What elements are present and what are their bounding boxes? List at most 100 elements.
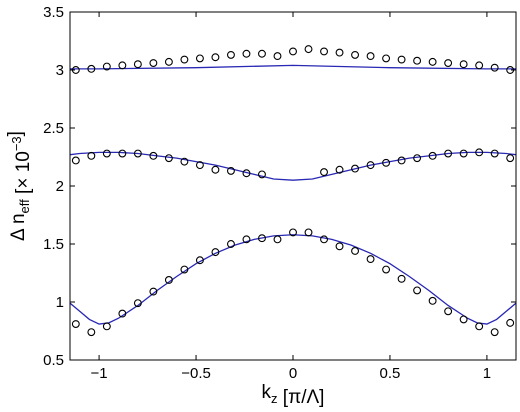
data-point [382, 265, 391, 274]
data-point [475, 148, 484, 157]
y-tick-label: 2 [56, 178, 64, 195]
data-point [242, 169, 251, 178]
data-point [475, 61, 484, 70]
x-tick-label: 0 [289, 365, 297, 382]
data-point [133, 149, 142, 158]
data-point [428, 151, 437, 160]
data-point [366, 161, 375, 170]
data-point [273, 52, 282, 61]
data-point [87, 151, 96, 160]
data-point [180, 265, 189, 274]
data-point [118, 149, 127, 158]
data-point [366, 255, 375, 264]
data-point [242, 235, 251, 244]
plot-area [70, 45, 516, 337]
data-point [428, 57, 437, 66]
data-point [444, 149, 453, 158]
y-tick-label: 0.5 [43, 352, 64, 369]
data-point [87, 328, 96, 337]
data-point [118, 61, 127, 70]
data-point [227, 166, 235, 175]
data-point [506, 154, 515, 163]
data-point [133, 299, 142, 308]
data-point [164, 276, 173, 284]
data-point [351, 164, 359, 173]
x-tick-label: 0.5 [380, 365, 401, 382]
data-point [351, 50, 359, 59]
data-point [102, 322, 111, 331]
theory-curve-3 [70, 64, 516, 70]
data-point [320, 168, 328, 177]
x-tick-label: −0.5 [181, 365, 211, 382]
data-point [382, 158, 391, 167]
data-point [444, 59, 453, 67]
data-point [149, 151, 158, 160]
data-point [382, 54, 391, 63]
x-tick-label: 1 [483, 365, 491, 382]
data-point [273, 235, 282, 244]
data-point [289, 228, 297, 237]
x-axis-label: kz [π/Λ] [262, 382, 325, 408]
y-tick-label: 2.5 [43, 120, 64, 137]
data-point [149, 59, 158, 67]
data-point [397, 274, 406, 283]
data-point [102, 62, 111, 71]
data-point [320, 235, 328, 244]
data-point [227, 240, 235, 248]
data-point [258, 170, 266, 179]
data-point [164, 154, 173, 163]
data-point [490, 149, 499, 158]
data-point [102, 149, 111, 158]
data-point [164, 57, 173, 66]
data-point [211, 165, 220, 174]
data-point [397, 55, 406, 64]
data-point [195, 161, 204, 170]
axes: −1 −0.5 0 0.5 1 0.5 1 1.5 2 2.5 3 3.5 [43, 4, 516, 382]
data-point [304, 45, 313, 54]
data-point [320, 47, 328, 56]
data-point [258, 49, 266, 58]
data-point [490, 63, 499, 72]
y-tick-label: 3 [56, 62, 64, 79]
theory-curve-5 [70, 234, 516, 325]
data-point [195, 256, 204, 265]
data-point [413, 154, 422, 163]
data-point [351, 247, 359, 255]
data-point [211, 53, 220, 62]
data-point [211, 248, 220, 257]
data-point [180, 55, 189, 64]
data-point [459, 149, 468, 158]
data-point [459, 60, 468, 69]
data-point [475, 322, 484, 331]
data-point [366, 52, 375, 61]
data-point [242, 49, 251, 58]
data-point [195, 54, 204, 63]
data-point [149, 287, 158, 296]
data-point [490, 328, 499, 337]
y-axis-label: Δ neff [× 10−3] [5, 131, 34, 241]
data-point [444, 307, 453, 316]
data-point [258, 234, 266, 243]
data-point [459, 315, 468, 324]
data-point [71, 320, 80, 328]
y-tick-label: 1 [56, 294, 64, 311]
x-tick-label: −1 [91, 365, 108, 382]
data-point [413, 286, 422, 295]
data-point [397, 156, 406, 165]
theory-curve-4 [70, 151, 516, 181]
data-point [335, 165, 344, 174]
y-tick-label: 1.5 [43, 236, 64, 253]
data-point [227, 50, 235, 59]
data-point [304, 228, 313, 237]
data-point [506, 318, 515, 327]
data-point [335, 242, 344, 251]
y-tick-label: 3.5 [43, 4, 64, 21]
data-point [87, 64, 96, 73]
data-point [289, 47, 297, 56]
data-point [413, 56, 422, 65]
data-point [180, 157, 189, 166]
data-point [118, 309, 127, 318]
data-point [71, 156, 80, 165]
